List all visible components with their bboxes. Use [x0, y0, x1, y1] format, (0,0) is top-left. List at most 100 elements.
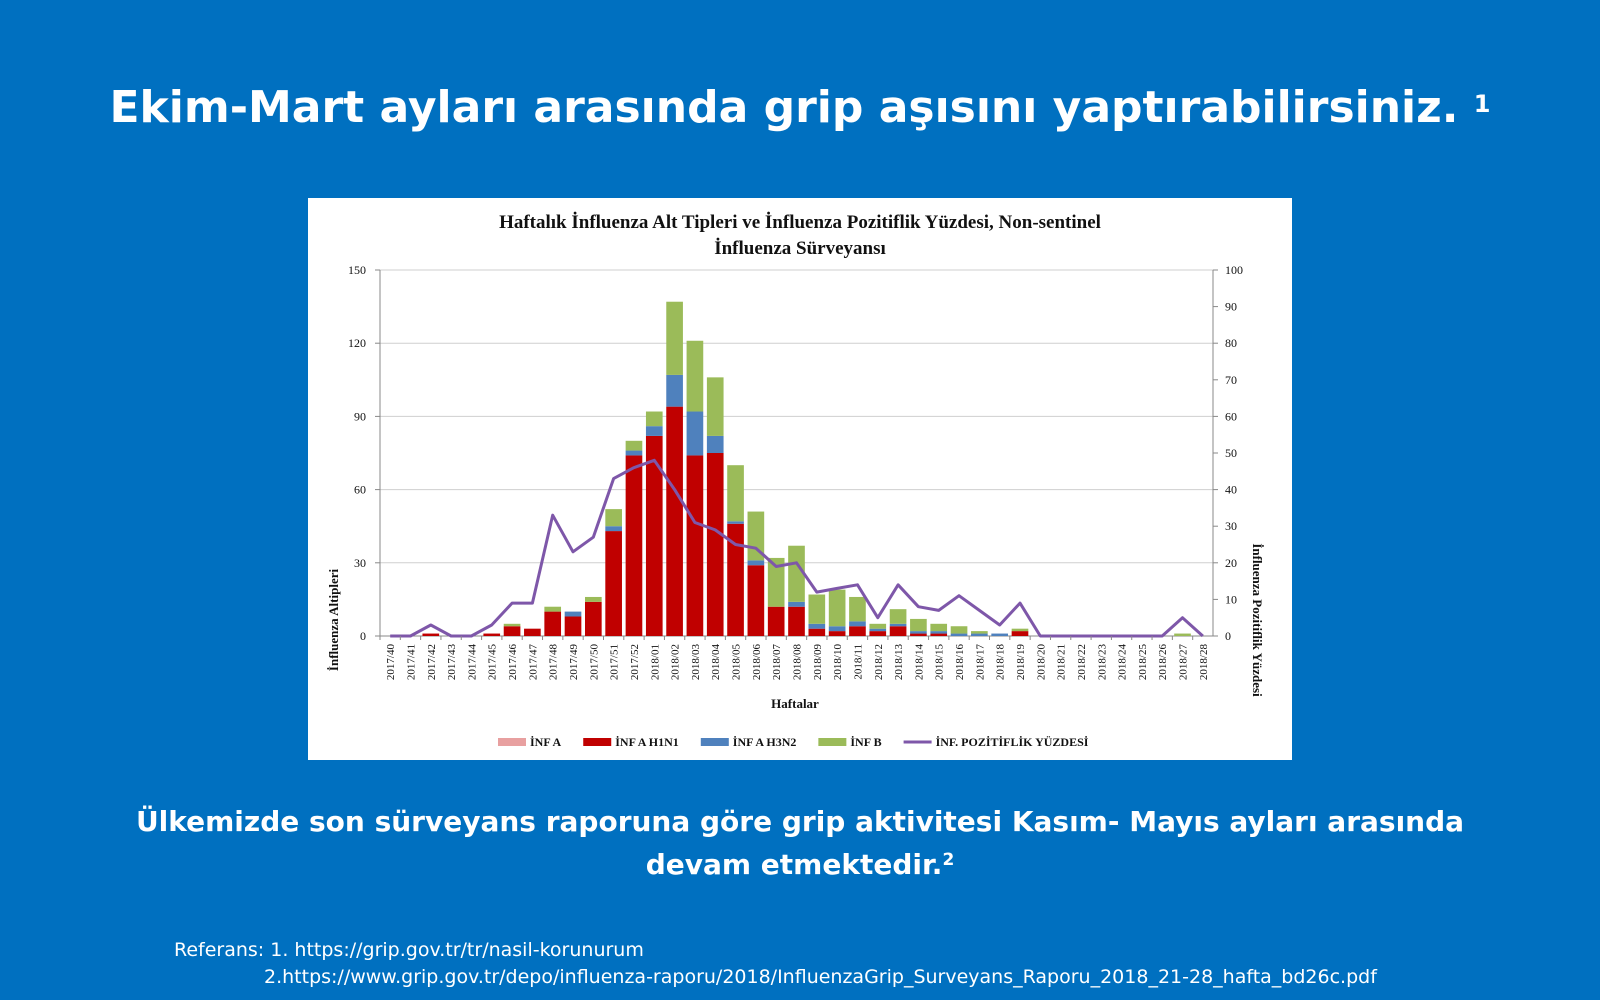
slide-title: Ekim-Mart ayları arasında grip aşısını y… — [0, 82, 1600, 133]
legend-swatch — [583, 738, 612, 746]
y2-tick-label: 50 — [1225, 446, 1237, 460]
y2-tick-label: 90 — [1225, 300, 1237, 314]
bar-segment — [950, 626, 968, 634]
bar-segment — [564, 611, 582, 617]
chart-bars — [422, 301, 1191, 636]
body-line-1: Ülkemizde son sürveyans raporuna göre gr… — [135, 805, 1465, 838]
legend-swatch — [700, 738, 729, 746]
bar-segment — [808, 623, 826, 629]
bar-segment — [483, 633, 501, 636]
x-tick-label: 2018/10 — [832, 644, 844, 681]
x-tick-label: 2018/25 — [1137, 644, 1149, 681]
bar-segment — [503, 623, 521, 627]
legend-label: İNF B — [850, 735, 881, 749]
x-tick-label: 2018/16 — [954, 644, 966, 681]
x-axis-label: Haftalar — [771, 696, 819, 711]
bar-segment — [788, 545, 805, 602]
bar-segment — [625, 455, 643, 636]
bar-segment — [605, 509, 622, 527]
x-tick-label: 2018/11 — [852, 644, 864, 680]
bar-segment — [788, 601, 805, 607]
x-tick-label: 2018/18 — [995, 644, 1007, 681]
y-tick-label: 120 — [348, 336, 366, 350]
bar-segment — [869, 628, 887, 632]
bar-segment — [605, 526, 622, 532]
reference-1: Referans: 1. https://grip.gov.tr/tr/nasi… — [174, 939, 644, 961]
chart-panel: Haftalık İnfluenza Alt Tipleri ve İnflue… — [308, 198, 1292, 760]
bar-segment — [828, 626, 846, 632]
bar-segment — [706, 453, 724, 636]
body-line-2-text: devam etmektedir. — [645, 848, 943, 881]
bar-segment — [849, 626, 866, 636]
bar-segment — [950, 633, 968, 636]
x-tick-label: 2017/45 — [487, 644, 499, 681]
bar-segment — [910, 618, 927, 632]
legend-label: İNF A — [530, 735, 562, 749]
bar-segment — [971, 633, 988, 636]
bar-segment — [584, 601, 602, 636]
bar-segment — [584, 596, 602, 602]
x-tick-label: 2017/44 — [466, 644, 478, 681]
x-tick-label: 2018/06 — [751, 644, 763, 681]
y-axis-label: İnfluenza Altipleri — [326, 569, 341, 672]
bar-segment — [889, 623, 907, 627]
legend-label: İNF. POZİTİFLİK YÜZDESİ — [936, 735, 1089, 749]
positivity-line — [390, 458, 1204, 638]
bar-segment — [727, 521, 744, 524]
bar-segment — [889, 609, 907, 624]
x-tick-label: 2017/49 — [568, 644, 580, 681]
bar-segment — [666, 374, 683, 407]
y2-tick-label: 80 — [1225, 336, 1237, 350]
bar-segment — [503, 626, 521, 636]
bar-segment — [645, 411, 663, 427]
bar-segment — [828, 589, 846, 627]
body-line-2: devam etmektedir.2 — [120, 843, 1480, 891]
x-tick-label: 2017/46 — [507, 644, 519, 681]
bar-segment — [625, 450, 643, 456]
slide-body-text: Ülkemizde son sürveyans raporuna göre gr… — [120, 800, 1480, 891]
y2-tick-label: 40 — [1225, 483, 1237, 497]
bar-segment — [808, 594, 826, 624]
x-tick-label: 2017/50 — [588, 644, 600, 681]
bar-segment — [930, 623, 948, 632]
x-tick-label: 2017/43 — [446, 644, 458, 681]
x-tick-label: 2017/51 — [609, 644, 621, 680]
bar-segment — [686, 411, 704, 456]
x-tick-label: 2018/20 — [1035, 644, 1047, 681]
bar-segment — [524, 628, 541, 636]
x-tick-label: 2018/07 — [771, 644, 783, 681]
bar-segment — [991, 633, 1009, 636]
bar-segment — [605, 531, 622, 636]
bar-segment — [625, 440, 643, 451]
x-tick-label: 2018/14 — [913, 644, 925, 681]
x-tick-label: 2018/15 — [934, 644, 946, 681]
y-tick-label: 30 — [354, 556, 366, 570]
legend-label: İNF A H1N1 — [615, 735, 679, 749]
y2-tick-label: 20 — [1225, 556, 1237, 570]
y-tick-label: 60 — [354, 483, 366, 497]
y-tick-label: 90 — [354, 409, 366, 423]
x-tick-label: 2018/21 — [1056, 644, 1068, 680]
bar-segment — [727, 523, 744, 636]
bar-segment — [869, 631, 887, 636]
x-tick-label: 2018/02 — [670, 644, 682, 680]
references: Referans: 1. https://grip.gov.tr/tr/nasi… — [174, 937, 1377, 991]
bar-segment — [828, 631, 846, 636]
bar-segment — [889, 626, 907, 636]
bar-segment — [930, 633, 948, 636]
bar-segment — [1011, 631, 1029, 636]
x-tick-label: 2017/40 — [385, 644, 397, 681]
bar-segment — [666, 406, 683, 636]
x-tick-label: 2018/09 — [812, 644, 824, 681]
bar-segment — [422, 633, 440, 636]
x-tick-label: 2017/42 — [426, 644, 438, 680]
bar-segment — [645, 426, 663, 436]
bar-segment — [1011, 628, 1029, 632]
bar-segment — [686, 340, 704, 412]
reference-2: 2.https://www.grip.gov.tr/depo/influenza… — [264, 966, 1377, 988]
bar-segment — [767, 557, 785, 607]
legend-swatch — [818, 738, 847, 746]
chart-title-line1: Haftalık İnfluenza Alt Tipleri ve İnflue… — [499, 212, 1101, 233]
bar-segment — [910, 631, 927, 634]
x-tick-label: 2018/19 — [1015, 644, 1027, 681]
